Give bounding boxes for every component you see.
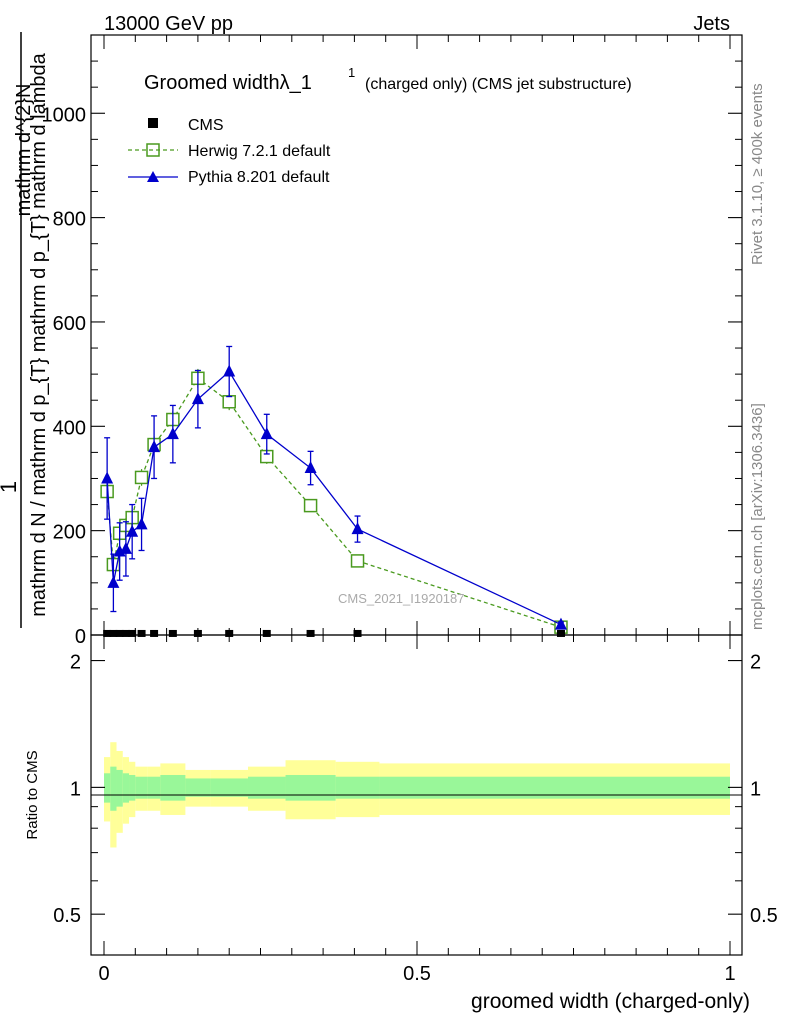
herwig-point [350, 554, 365, 568]
herwig-point [134, 470, 149, 485]
ratio-band-inner [160, 774, 186, 801]
y-axis-label-numerator: 1 [0, 481, 21, 493]
herwig-point [303, 498, 318, 513]
cms-point [556, 629, 565, 637]
legend-marker-herwig [146, 143, 160, 157]
ratio-band-inner [335, 776, 380, 799]
herwig-point [222, 395, 236, 409]
header-category: Jets [693, 13, 730, 35]
ratio-band-inner [210, 778, 248, 797]
cms-point [168, 629, 177, 637]
pythia-point [304, 461, 317, 474]
y-tick-label: 0 [75, 626, 86, 648]
ratio-band-inner [135, 776, 148, 799]
legend-marker-cms [148, 118, 158, 128]
ratio-band-inner [147, 776, 161, 799]
y-axis-label: 1 mathrm d^{2}N mathrm d N / mathrm d p_… [0, 32, 50, 628]
ratio-band-inner [129, 774, 136, 801]
pythia-point [101, 471, 114, 484]
cms-point [128, 629, 137, 637]
axis-ticks: 0 200 400 600 800 1000 0 0.5 1 0.5 0.5 1 1 2 2 [42, 35, 778, 985]
ratio-band-inner [247, 776, 286, 799]
y-axis-label-denominator: mathrm d N / mathrm d p_{T} mathrm d p_{… [28, 52, 50, 616]
ratio-y-axis-label: Ratio to CMS [24, 750, 41, 839]
cms-point [306, 629, 315, 637]
ratio-band-inner [116, 769, 123, 807]
x-tick-label: 1 [724, 963, 735, 985]
pythia-point [223, 364, 236, 377]
pythia-point [260, 427, 273, 440]
ratio-tick-label-right: 1 [750, 778, 761, 800]
legend-label-cms: CMS [188, 117, 224, 134]
pythia-point [119, 541, 132, 554]
pythia-point [148, 440, 161, 453]
y-tick-label: 1000 [42, 104, 87, 126]
legend-label-pythia: Pythia 8.201 default [188, 169, 330, 186]
y-tick-label: 200 [53, 522, 86, 544]
cms-point [121, 629, 130, 637]
cms-point [193, 629, 202, 637]
x-tick-label: 0 [98, 963, 109, 985]
plot-title: Groomed widthλ_1 1 (charged only) (CMS j… [144, 65, 632, 94]
pythia-point [135, 517, 148, 530]
x-axis-label: groomed width (charged-only) [471, 990, 750, 1013]
ratio-tick-label: 2 [70, 652, 81, 674]
pythia-point [554, 617, 567, 630]
header-energy: 13000 GeV pp [104, 13, 233, 35]
y-tick-label: 400 [53, 417, 86, 439]
ratio-band-inner [185, 778, 211, 797]
y-tick-label: 800 [53, 209, 86, 231]
analysis-watermark: CMS_2021_I1920187 [338, 591, 465, 606]
cms-point [353, 629, 362, 637]
rivet-label: Rivet 3.1.10, ≥ 400k events [749, 83, 766, 265]
x-tick-label: 0.5 [403, 963, 431, 985]
y-tick-label: 600 [53, 313, 86, 335]
plot-title-rest: (charged only) (CMS jet substructure) [365, 76, 632, 93]
ratio-band-inner [110, 766, 117, 811]
ratio-tick-label: 1 [70, 778, 81, 800]
data-series [100, 345, 568, 637]
cms-point [137, 629, 146, 637]
plot-title-main: Groomed widthλ_1 [144, 72, 312, 94]
legend: CMS Herwig 7.2.1 default Pythia 8.201 de… [128, 117, 331, 186]
cms-point [103, 629, 112, 637]
ratio-band-inner [122, 773, 130, 803]
pythia-point [126, 524, 139, 537]
ratio-tick-label: 0.5 [53, 905, 81, 927]
pythia-point [191, 392, 204, 405]
pythia-point [107, 575, 120, 588]
cms-point [115, 629, 124, 637]
ratio-band-inner [379, 776, 730, 799]
ratio-tick-label-right: 2 [750, 652, 761, 674]
ratio-band-inner [104, 773, 111, 803]
cms-point [225, 629, 234, 637]
ratio-bands [104, 742, 730, 848]
pythia-point [166, 427, 179, 440]
pythia-line [106, 370, 562, 626]
legend-label-herwig: Herwig 7.2.1 default [188, 143, 331, 160]
ratio-band-inner [285, 774, 336, 801]
legend-marker-pythia [147, 171, 159, 182]
y-axis-label-dn: mathrm d^{2}N [13, 84, 35, 217]
mcplots-label: mcplots.cern.ch [arXiv:1306.3436] [749, 403, 766, 630]
pythia-point [351, 522, 364, 535]
cms-point [262, 629, 271, 637]
ratio-tick-label-right: 0.5 [750, 905, 778, 927]
cms-point [150, 629, 159, 637]
plot-title-superscript: 1 [348, 65, 355, 80]
cms-point [109, 629, 118, 637]
